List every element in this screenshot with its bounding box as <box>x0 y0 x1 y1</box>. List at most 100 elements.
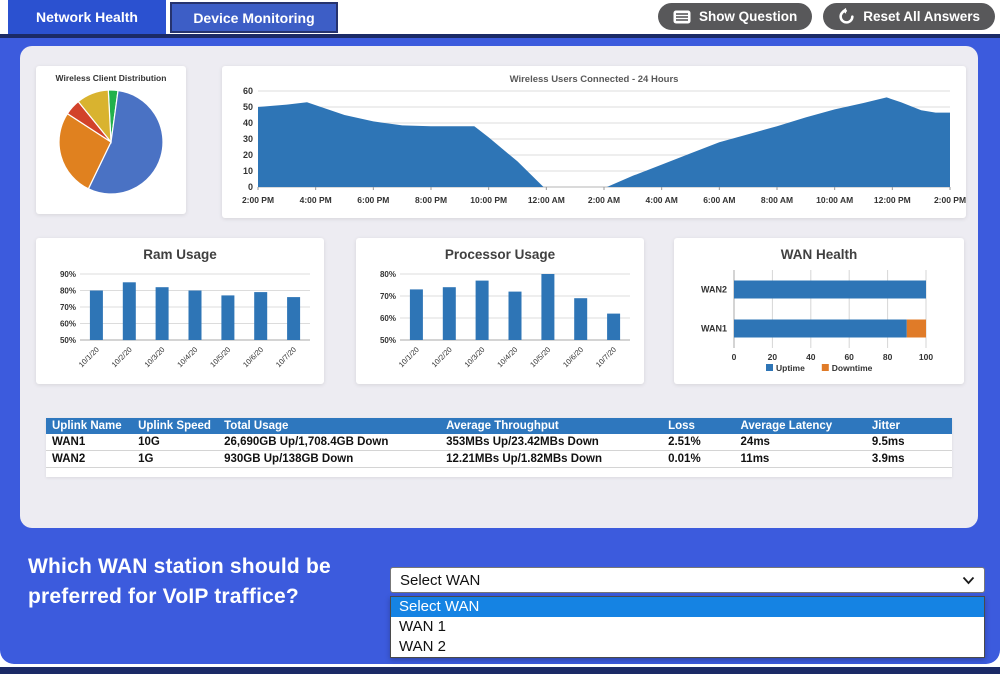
table-cell: 1G <box>132 450 219 468</box>
svg-text:Uptime: Uptime <box>776 363 805 373</box>
show-question-button[interactable]: Show Question <box>657 3 813 30</box>
table-header-cell: Total Usage <box>218 418 441 434</box>
svg-text:10/1/20: 10/1/20 <box>77 345 101 369</box>
svg-text:10/6/20: 10/6/20 <box>561 345 585 369</box>
svg-text:0: 0 <box>732 352 737 362</box>
dashboard-panel: Wireless Client Distribution Wireless Us… <box>20 46 978 528</box>
svg-text:40: 40 <box>806 352 816 362</box>
top-tab-bar: Network Health Device Monitoring Show Qu… <box>0 0 1000 34</box>
question-text: Which WAN station should be preferred fo… <box>28 552 331 612</box>
chart-title: Wireless Client Distribution <box>55 73 167 83</box>
svg-text:20: 20 <box>243 150 253 160</box>
svg-text:10/3/20: 10/3/20 <box>462 345 486 369</box>
chart-title: Ram Usage <box>143 247 217 262</box>
svg-text:4:00 AM: 4:00 AM <box>646 195 678 205</box>
wan-option-wan-2[interactable]: WAN 2 <box>399 638 446 655</box>
wan-health-card: WAN Health 0 20 40 60 80 100 WAN2 WAN1 Uptime Dow… <box>674 238 964 384</box>
question-line: Which WAN station should be <box>28 555 331 578</box>
table-cell: WAN2 <box>46 450 133 468</box>
svg-text:6:00 AM: 6:00 AM <box>703 195 735 205</box>
table-row: WAN1 10G 26,690GB Up/1,708.4GB Down 353MBs … <box>46 434 952 451</box>
table-row: WAN2 1G 930GB Up/138GB Down 12.21MBs Up/1.8… <box>46 450 952 468</box>
table-cell: 12.21MBs Up/1.82MBs Down <box>440 450 663 468</box>
svg-text:10/5/20: 10/5/20 <box>208 345 232 369</box>
table-header-row: Uplink Name Uplink Speed Total Usage Averag… <box>46 418 952 434</box>
svg-text:2:00 PM: 2:00 PM <box>934 195 966 205</box>
svg-text:80%: 80% <box>380 270 396 279</box>
svg-text:4:00 PM: 4:00 PM <box>300 195 332 205</box>
show-question-label: Show Question <box>698 9 798 24</box>
reset-icon <box>838 8 855 25</box>
wireless-users-card: Wireless Users Connected - 24 Hours 0 10 2… <box>222 66 966 218</box>
wan-select-options: Select WAN WAN 1 WAN 2 <box>390 596 985 658</box>
reset-all-answers-button[interactable]: Reset All Answers <box>823 3 995 30</box>
svg-text:8:00 PM: 8:00 PM <box>415 195 447 205</box>
wan-select-value: Select WAN <box>400 571 481 589</box>
ram-usage-chart: 50% 60% 70% 80% 90% 10/1/20 10/2/20 10/3/20 10/4… <box>60 270 310 369</box>
area-chart: 0 10 20 30 40 50 60 2:00 PM 4:00 PM 6:00 PM 8:00 P… <box>242 86 966 205</box>
svg-text:50: 50 <box>243 102 253 112</box>
svg-text:10/3/20: 10/3/20 <box>142 345 166 369</box>
svg-text:70%: 70% <box>60 303 76 312</box>
wireless-client-distribution-card: Wireless Client Distribution <box>36 66 186 214</box>
list-icon <box>673 10 691 24</box>
processor-usage-card: Processor Usage 50% 60% 70% 80% 10/1/20 10/2/… <box>356 238 644 384</box>
table-cell: 24ms <box>734 434 866 451</box>
table-header-cell: Average Latency <box>734 418 866 434</box>
svg-text:8:00 AM: 8:00 AM <box>761 195 793 205</box>
tab-network-health[interactable]: Network Health <box>8 0 166 34</box>
top-divider <box>0 34 1000 38</box>
uplink-table: Uplink Name Uplink Speed Total Usage Averag… <box>46 418 952 477</box>
svg-text:10:00 AM: 10:00 AM <box>816 195 853 205</box>
wan-option-select-wan[interactable]: Select WAN <box>391 597 984 617</box>
table-cell: 3.9ms <box>865 450 952 468</box>
svg-text:50%: 50% <box>60 336 76 345</box>
chevron-down-icon <box>962 576 975 585</box>
wan-select[interactable]: Select WAN <box>390 567 985 593</box>
svg-text:10/2/20: 10/2/20 <box>110 345 134 369</box>
wan-health-chart: 0 20 40 60 80 100 WAN2 WAN1 Uptime Downtime <box>701 270 933 373</box>
svg-text:80%: 80% <box>60 287 76 296</box>
svg-text:10/2/20: 10/2/20 <box>430 345 454 369</box>
table-cell: 353MBs Up/23.42MBs Down <box>440 434 663 451</box>
svg-text:70%: 70% <box>380 292 396 301</box>
tab-device-monitoring[interactable]: Device Monitoring <box>170 2 338 33</box>
svg-text:0: 0 <box>248 182 253 192</box>
svg-text:60: 60 <box>243 86 253 96</box>
table-cell: 2.51% <box>662 434 735 451</box>
svg-text:6:00 PM: 6:00 PM <box>357 195 389 205</box>
table-header-cell: Uplink Speed <box>132 418 219 434</box>
svg-text:2:00 PM: 2:00 PM <box>242 195 274 205</box>
chart-title: WAN Health <box>780 247 858 262</box>
tab-label: Network Health <box>36 9 138 25</box>
svg-text:12:00 PM: 12:00 PM <box>874 195 911 205</box>
chart-title: Wireless Users Connected - 24 Hours <box>509 74 679 85</box>
svg-text:10/1/20: 10/1/20 <box>397 345 421 369</box>
svg-text:60: 60 <box>844 352 854 362</box>
table-header-cell: Loss <box>662 418 735 434</box>
table-cell: 930GB Up/138GB Down <box>218 450 441 468</box>
table-cell: 26,690GB Up/1,708.4GB Down <box>218 434 441 451</box>
svg-text:WAN1: WAN1 <box>701 324 727 334</box>
svg-text:40: 40 <box>243 118 253 128</box>
table-cell: WAN1 <box>46 434 133 451</box>
svg-text:100: 100 <box>919 352 933 362</box>
pie-chart <box>58 89 164 195</box>
svg-text:10/4/20: 10/4/20 <box>495 345 519 369</box>
top-action-buttons: Show Question Reset All Answers <box>657 3 995 30</box>
svg-text:60%: 60% <box>380 314 396 323</box>
reset-all-answers-label: Reset All Answers <box>863 9 980 24</box>
tab-label: Device Monitoring <box>193 9 315 26</box>
svg-text:80: 80 <box>883 352 893 362</box>
svg-text:30: 30 <box>243 134 253 144</box>
svg-text:WAN2: WAN2 <box>701 285 727 295</box>
chart-title: Processor Usage <box>444 247 556 262</box>
svg-text:10/5/20: 10/5/20 <box>528 345 552 369</box>
question-line: preferred for VoIP traffice? <box>28 585 299 608</box>
svg-text:2:00 AM: 2:00 AM <box>588 195 620 205</box>
svg-text:10/6/20: 10/6/20 <box>241 345 265 369</box>
table-cell: 10G <box>132 434 219 451</box>
table-cell: 9.5ms <box>865 434 952 451</box>
wan-option-wan-1[interactable]: WAN 1 <box>399 618 446 635</box>
